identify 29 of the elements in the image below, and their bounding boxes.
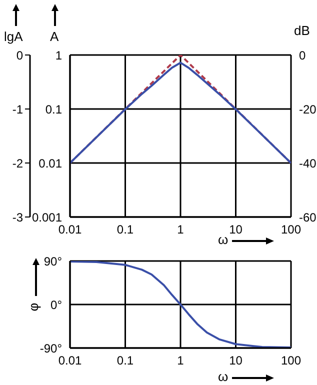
y-tick-label: 0.001: [32, 210, 62, 224]
x-tick-label: 1: [177, 222, 184, 237]
y2-tick-label: -20: [299, 102, 317, 116]
x-tick-label: 10: [229, 354, 243, 368]
y-tick-label: 1: [55, 48, 62, 62]
x-tick-label: 10: [229, 222, 243, 237]
y3-tick-label: -3: [12, 210, 24, 224]
y3-tick-label: 0: [16, 48, 24, 62]
y-tick-label: 0.01: [38, 156, 62, 170]
x-axis-title: ω: [218, 369, 228, 384]
y-tick-label: 90°: [44, 254, 62, 268]
y3-axis-title: lgA: [4, 29, 23, 44]
y3-tick-label: -1: [12, 102, 24, 116]
y-tick-label: 0.1: [45, 102, 62, 116]
y2-axis-title: dB: [294, 23, 310, 38]
y2-tick-label: 0: [299, 48, 306, 62]
y-axis-title: A: [50, 29, 59, 44]
y3-tick-label: -2: [12, 156, 24, 170]
y-axis-title: φ: [26, 302, 42, 312]
y2-tick-label: -40: [299, 156, 317, 170]
x-tick-label: 0.1: [116, 222, 134, 237]
y2-tick-label: -60: [299, 210, 317, 224]
x-axis-title: ω: [218, 232, 228, 247]
x-tick-label: 1: [177, 354, 184, 368]
x-tick-label: 100: [280, 354, 302, 368]
x-tick-label: 100: [280, 222, 302, 237]
y-tick-label: -90°: [40, 341, 62, 356]
y-tick-label: 0°: [50, 298, 62, 312]
x-tick-label: 0.1: [116, 354, 134, 368]
